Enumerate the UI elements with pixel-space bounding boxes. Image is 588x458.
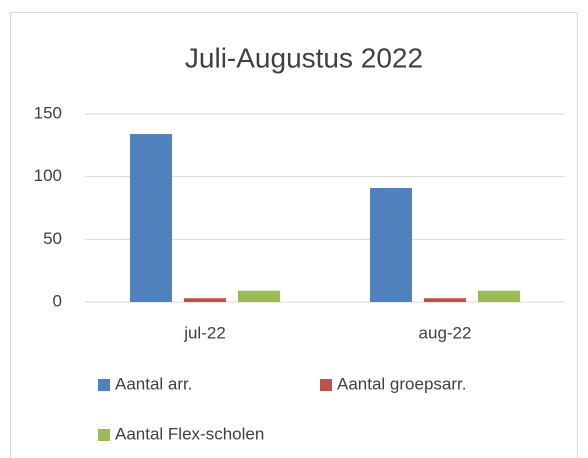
legend-label: Aantal groepsarr. <box>337 374 466 393</box>
bar <box>478 290 520 302</box>
y-tick-label: 150 <box>34 103 62 122</box>
bar <box>130 134 172 302</box>
y-tick-label: 100 <box>34 166 62 185</box>
bar <box>184 298 226 302</box>
y-tick-label: 50 <box>43 229 62 248</box>
chart-border <box>10 12 578 458</box>
chart-title: Juli-Augustus 2022 <box>185 42 423 73</box>
legend-label: Aantal arr. <box>115 374 193 393</box>
x-tick-label: aug-22 <box>419 323 472 342</box>
legend-swatch <box>98 429 110 441</box>
legend-label: Aantal Flex-scholen <box>115 424 264 443</box>
bar <box>238 290 280 302</box>
bar <box>370 187 412 302</box>
y-tick-label: 0 <box>53 291 62 310</box>
legend-swatch <box>98 379 110 391</box>
bar <box>424 298 466 302</box>
x-tick-label: jul-22 <box>183 323 226 342</box>
legend-swatch <box>320 379 332 391</box>
